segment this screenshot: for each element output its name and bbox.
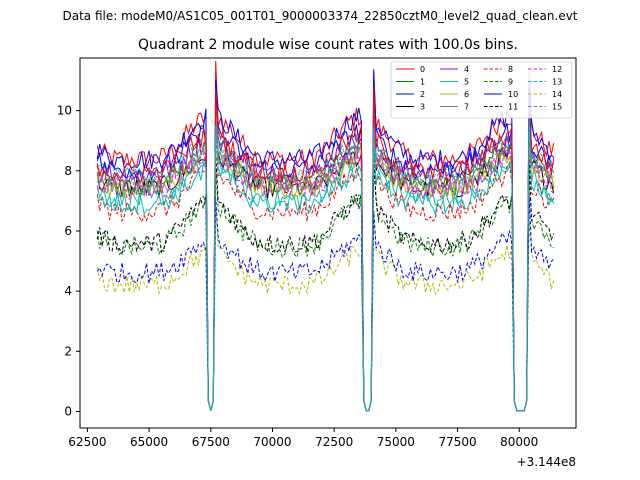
legend-label-15: 15 [552, 103, 562, 112]
plot-area-frame [79, 57, 577, 429]
y-tick-label: 0 [64, 404, 72, 418]
legend-label-4: 4 [464, 65, 469, 74]
series-line-11 [96, 153, 555, 412]
legend-label-7: 7 [464, 103, 469, 112]
legend-label-6: 6 [464, 90, 469, 99]
legend-label-1: 1 [420, 78, 425, 87]
x-tick-label: 62500 [68, 435, 106, 449]
legend-label-12: 12 [552, 65, 562, 74]
series-line-12 [96, 101, 555, 412]
x-tick-label: 72500 [315, 435, 353, 449]
legend-label-13: 13 [552, 78, 562, 87]
legend-label-14: 14 [552, 90, 562, 99]
figure-suptitle: Data file: modeM0/AS1C05_001T01_90000033… [62, 9, 577, 23]
legend-label-10: 10 [508, 90, 518, 99]
x-tick-label: 67500 [192, 435, 230, 449]
series-line-3 [96, 106, 555, 412]
series-line-2 [96, 69, 555, 412]
series-layer [96, 60, 555, 412]
legend-label-8: 8 [508, 65, 513, 74]
y-tick-label: 10 [57, 104, 72, 118]
x-tick-label: 70000 [253, 435, 291, 449]
series-line-14 [96, 206, 555, 412]
series-line-15 [96, 103, 554, 412]
legend-label-0: 0 [420, 65, 425, 74]
legend-box [390, 61, 573, 119]
x-tick-label: 80000 [500, 435, 538, 449]
legend-label-11: 11 [508, 103, 518, 112]
series-line-extra [96, 118, 555, 412]
series-line-extra [96, 196, 555, 412]
x-offset-label: +3.144e8 [517, 455, 576, 469]
legend-label-2: 2 [420, 90, 425, 99]
series-line-6 [96, 103, 555, 412]
x-tick-label: 75000 [377, 435, 415, 449]
y-tick-label: 4 [64, 284, 72, 298]
legend-label-9: 9 [508, 78, 513, 87]
y-axis: 0 2 4 6 8 10 [57, 104, 80, 418]
legend-label-5: 5 [464, 78, 469, 87]
x-tick-label: 65000 [130, 435, 168, 449]
x-axis: 62500 65000 67500 70000 72500 75000 77500 80000 [68, 428, 538, 449]
y-tick-label: 8 [64, 164, 72, 178]
chart-title: Quadrant 2 module wise count rates with … [138, 37, 518, 53]
series-line-0 [96, 60, 555, 412]
y-tick-label: 6 [64, 224, 72, 238]
series-line-1 [97, 97, 555, 412]
x-tick-label: 77500 [438, 435, 476, 449]
y-tick-label: 2 [64, 344, 72, 358]
series-line-extra [96, 86, 555, 412]
legend-label-3: 3 [420, 103, 425, 112]
